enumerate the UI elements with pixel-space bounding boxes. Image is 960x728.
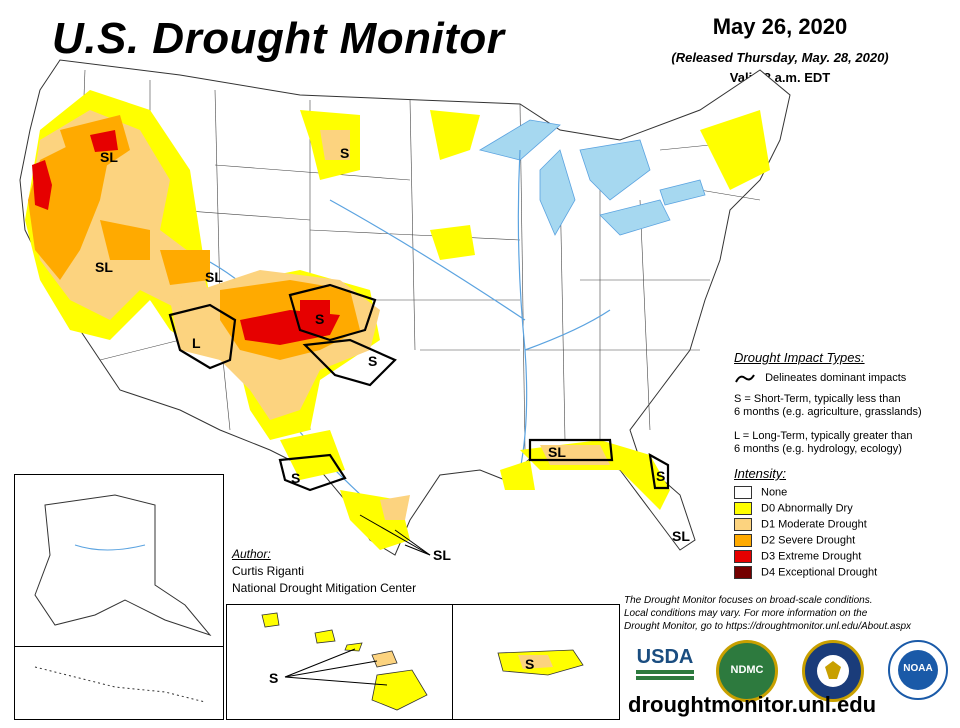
label-sl-oregon: SL (100, 149, 118, 165)
label-sl-south-florida: SL (672, 528, 690, 544)
label-sl-south-texas: SL (433, 547, 451, 563)
intensity-swatch (734, 502, 752, 515)
label-s-puerto-rico: S (525, 656, 534, 672)
delineates-row: Delineates dominant impacts (734, 372, 906, 384)
alaska-map (34, 494, 212, 637)
label-s-hawaii: S (269, 670, 278, 686)
intensity-label: D0 Abnormally Dry (761, 502, 853, 515)
aleutian-inset (14, 646, 224, 720)
label-s-florida: S (656, 468, 665, 484)
alaska-inset (14, 474, 224, 648)
label-s-texas: S (291, 470, 300, 486)
label-l-arizona: L (192, 335, 201, 351)
puerto-rico-map: S (497, 649, 584, 676)
intensity-item: D3 Extreme Drought (734, 550, 861, 563)
intensity-item: D0 Abnormally Dry (734, 502, 853, 515)
delineates-label: Delineates dominant impacts (765, 372, 907, 384)
note-line1: The Drought Monitor focuses on broad-sca… (624, 595, 873, 606)
south-texas-leaders (359, 514, 431, 556)
note-line3: Drought Monitor, go to https://droughtmo… (624, 621, 912, 632)
label-sl-gulf: SL (548, 444, 566, 460)
impact-outlines (168, 283, 670, 492)
intensity-label: D4 Exceptional Drought (761, 566, 878, 579)
d3-areas (32, 130, 340, 345)
intensity-item: D2 Severe Drought (734, 534, 855, 547)
noaa-logo: NOAA (888, 640, 948, 700)
s-line2: 6 months (e.g. agriculture, grasslands) (734, 406, 922, 418)
intensity-label: D2 Severe Drought (761, 534, 856, 547)
commerce-seal (802, 640, 864, 702)
intensity-item: None (734, 486, 787, 499)
website-url[interactable]: droughtmonitor.unl.edu (628, 692, 877, 717)
eagle-icon (817, 655, 849, 687)
label-s-dakota: S (340, 145, 349, 161)
intensity-heading: Intensity: (734, 466, 787, 481)
conus-drought-map: SL SL SL L S S S S SL S SL SL (19, 59, 791, 563)
intensity-swatch (734, 534, 752, 547)
intensity-item: D1 Moderate Drought (734, 518, 867, 531)
hawaii-inset: S (226, 604, 454, 720)
map-title: U.S. Drought Monitor (52, 14, 505, 63)
intensity-swatch (734, 518, 752, 531)
great-lakes (478, 119, 706, 236)
usda-logo-text: USDA (636, 646, 694, 668)
aleutian-map (34, 666, 206, 703)
intensity-swatch (734, 550, 752, 563)
delineation-line-icon (735, 374, 755, 383)
intensity-swatch (734, 486, 752, 499)
s-line1: S = Short-Term, typically less than (734, 393, 901, 405)
ndmc-logo: NDMC (716, 640, 778, 702)
intensity-label: None (761, 486, 788, 499)
intensity-label: D1 Moderate Drought (761, 518, 867, 531)
impact-types-heading: Drought Impact Types: (734, 350, 865, 365)
puerto-rico-inset: S (452, 604, 620, 720)
label-s-oklahoma: S (368, 353, 377, 369)
l-line2: 6 months (e.g. hydrology, ecology) (734, 443, 902, 455)
hawaii-map: S (261, 612, 428, 711)
author-organization: National Drought Mitigation Center (232, 581, 417, 595)
map-date: May 26, 2020 (712, 14, 848, 39)
release-date: (Released Thursday, May. 28, 2020) (671, 50, 889, 65)
intensity-item: D4 Exceptional Drought (734, 566, 877, 579)
intensity-swatch (734, 566, 752, 579)
author-name: Curtis Riganti (232, 564, 305, 578)
note-line2: Local conditions may vary. For more info… (624, 608, 868, 619)
intensity-label: D3 Extreme Drought (761, 550, 862, 563)
disclaimer-note: The Drought Monitor focuses on broad-sca… (624, 594, 954, 633)
label-s-colorado: S (315, 311, 324, 327)
ndmc-logo-text: NDMC (730, 664, 764, 676)
l-line1: L = Long-Term, typically greater than (734, 430, 913, 442)
usda-logo: USDA (636, 646, 694, 686)
label-sl-utah: SL (205, 269, 223, 285)
noaa-logo-text: NOAA (903, 663, 933, 674)
label-sl-nevada: SL (95, 259, 113, 275)
author-heading: Author: (232, 547, 271, 561)
